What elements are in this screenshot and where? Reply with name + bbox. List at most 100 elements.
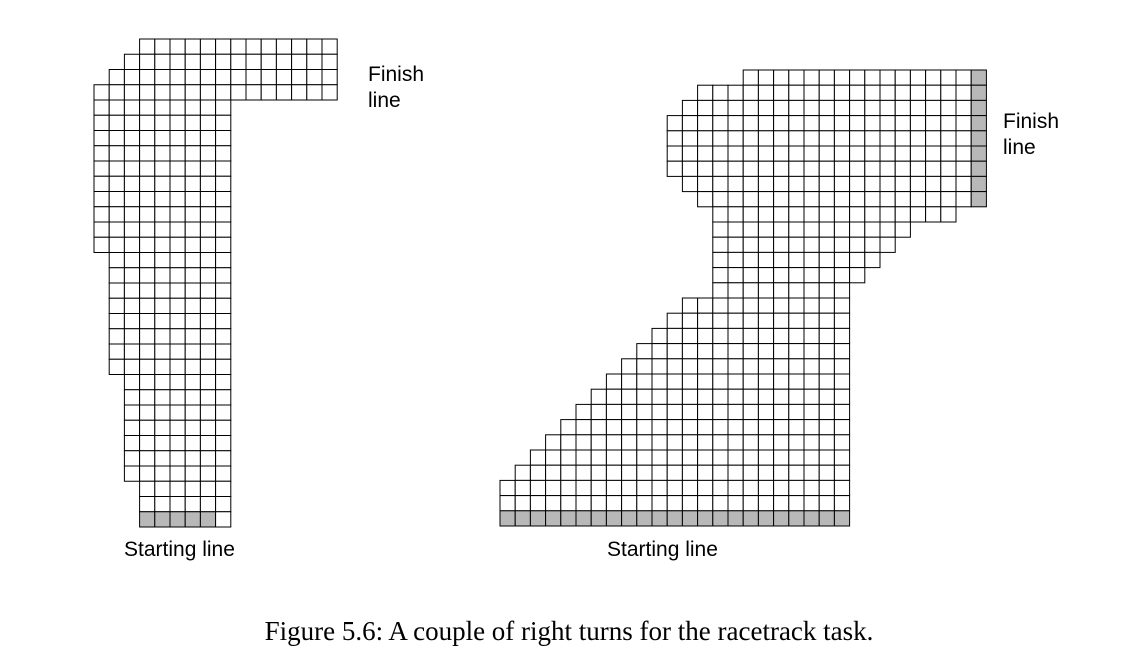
starting-line-cell [154,511,171,528]
right-starting-line-label: Starting line [607,538,718,561]
track-cell [184,480,201,497]
track-cell [849,99,866,117]
track-cell [321,69,338,86]
track-cell [199,130,217,147]
track-cell [651,495,668,512]
track-cell [636,403,653,421]
track-cell [894,130,911,147]
starting-line-cell [788,510,805,527]
track-cell [636,343,653,360]
track-cell [894,175,911,193]
track-cell [215,221,232,238]
track-cell [742,403,759,421]
track-cell [260,38,277,55]
track-cell [215,145,232,162]
track-cell [93,206,110,223]
track-cell [818,191,835,208]
track-cell [199,53,217,70]
track-cell [955,160,972,177]
track-cell [773,312,790,329]
track-cell [169,465,186,482]
track-cell [184,419,201,436]
track-cell [215,282,232,299]
track-cell [818,267,835,284]
track-cell [621,403,638,421]
track-cell [742,464,759,481]
track-cell [697,99,714,117]
track-cell [833,419,851,436]
track-cell [260,69,277,86]
track-cell [199,389,217,406]
track-cell [833,358,851,375]
track-cell [879,191,896,208]
track-cell [169,130,186,147]
track-cell [788,343,805,360]
track-cell [757,434,775,451]
track-cell [139,465,156,482]
track-cell [697,191,714,208]
track-cell [788,373,805,390]
track-cell [139,252,156,269]
track-cell [199,419,217,436]
track-cell [154,221,171,238]
track-cell [757,479,775,497]
track-cell [184,38,201,55]
track-cell [93,191,110,208]
starting-line-cell [651,510,668,527]
track-cell [651,403,668,421]
track-cell [260,84,277,101]
track-cell [199,175,217,192]
track-cell [215,191,232,208]
track-cell [925,130,942,147]
track-cell [93,160,110,177]
track-cell [605,403,623,421]
track-cell [818,115,835,132]
track-cell [940,160,957,177]
track-cell [605,373,623,390]
track-cell [184,374,201,391]
track-cell [773,449,790,466]
track-cell [818,99,835,117]
track-cell [666,145,683,162]
track-cell [742,221,759,238]
track-cell [681,479,699,497]
track-cell [727,145,744,162]
track-cell [788,495,805,512]
track-cell [154,496,171,513]
track-cell [108,297,125,314]
starting-line-cell [560,510,577,527]
track-cell [184,252,201,269]
track-cell [154,206,171,223]
track-cell [818,160,835,177]
track-cell [681,464,699,481]
track-cell [215,206,232,223]
track-cell [636,479,653,497]
track-cell [108,328,125,345]
track-cell [925,191,942,208]
track-cell [757,312,775,329]
track-cell [651,343,668,360]
track-cell [909,206,927,223]
track-cell [93,221,110,238]
track-cell [139,374,156,391]
track-cell [757,236,775,253]
track-cell [818,312,835,329]
track-cell [184,160,201,177]
track-cell [833,206,851,223]
track-cell [651,464,668,481]
track-cell [306,38,323,55]
track-cell [154,99,171,116]
track-cell [291,53,308,70]
track-cell [697,403,714,421]
track-cell [894,69,911,86]
track-cell [590,479,607,497]
track-cell [108,221,125,238]
left-starting-line-label: Starting line [124,538,235,561]
track-cell [575,419,592,436]
track-cell [803,479,820,497]
track-cell [909,115,927,132]
track-cell [742,69,759,86]
track-cell [742,479,759,497]
track-cell [681,388,699,405]
track-cell [93,175,110,192]
